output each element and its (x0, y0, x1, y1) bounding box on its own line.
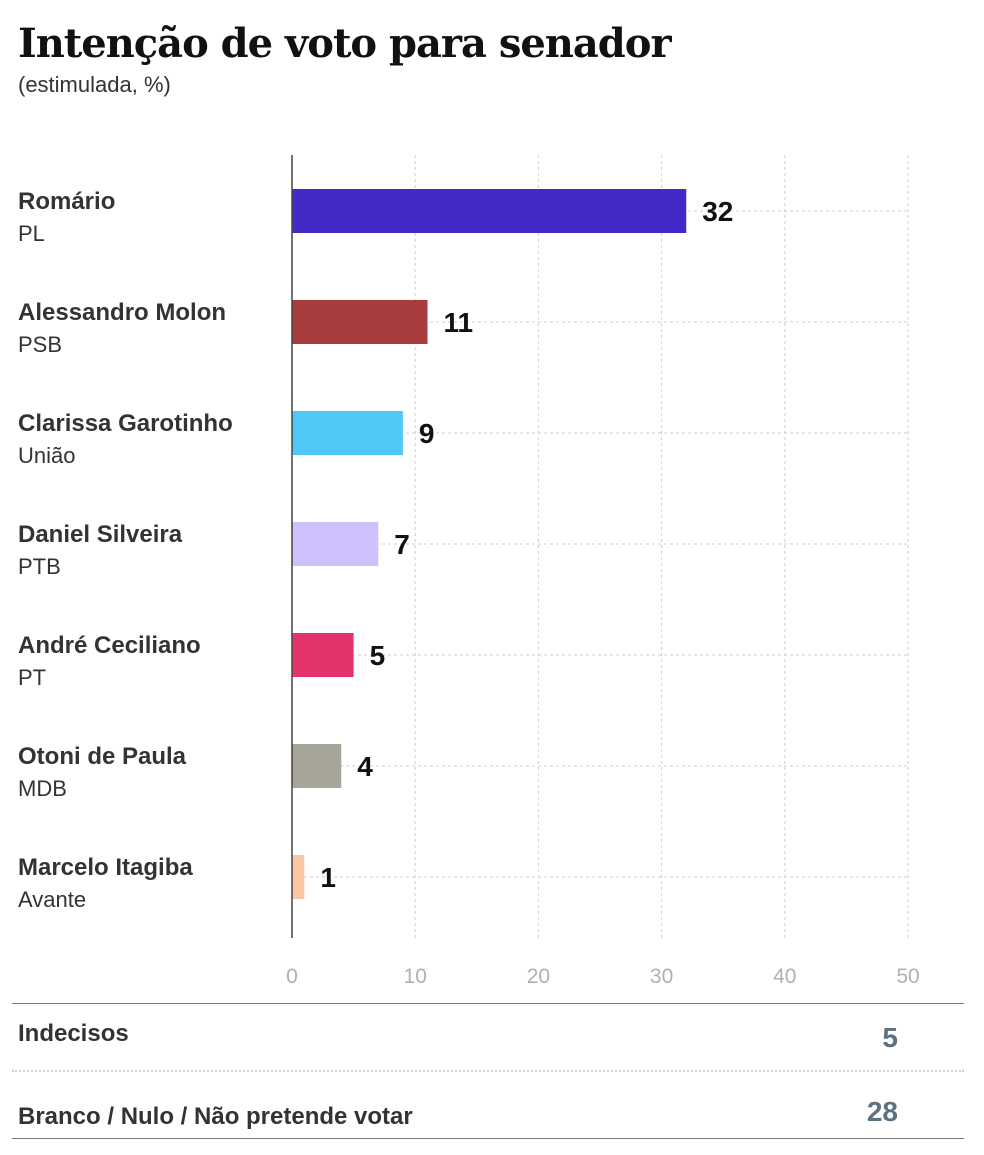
candidate-label: Clarissa Garotinho União (18, 407, 288, 471)
candidate-name: Marcelo Itagiba (18, 854, 193, 881)
candidate-label: Alessandro Molon PSB (18, 296, 288, 360)
candidate-label: Romário PL (18, 185, 288, 249)
footer-row-branco-nulo: Branco / Nulo / Não pretende votar 28 (12, 1072, 964, 1138)
bar (292, 633, 354, 677)
bar-value-label: 4 (357, 751, 373, 782)
footer-label-indecisos: Indecisos (18, 1020, 129, 1047)
bar-chart: 0 10 20 30 40 50 32 11 9 7 5 4 1 (286, 155, 920, 988)
x-tick-label: 50 (896, 965, 919, 988)
bar-value-label: 32 (702, 196, 733, 227)
bar-value-label: 9 (419, 418, 435, 449)
candidate-party: PTB (18, 554, 61, 579)
candidate-label: Daniel Silveira PTB (18, 518, 288, 582)
bar (292, 744, 342, 788)
candidate-party: União (18, 443, 76, 468)
candidate-name: Clarissa Garotinho (18, 410, 233, 437)
x-tick-label: 30 (650, 965, 673, 988)
footer-bottom-rule (12, 1138, 964, 1139)
footer-label-branco-nulo: Branco / Nulo / Não pretende votar (18, 1103, 413, 1130)
footer-top-rule (12, 1003, 964, 1004)
footer-value-indecisos: 5 (882, 1022, 898, 1053)
candidate-name: Alessandro Molon (18, 299, 227, 326)
footer-row-indecisos: Indecisos 5 (12, 1004, 964, 1070)
candidate-label: André Ceciliano PT (18, 629, 288, 693)
x-tick-label: 10 (404, 965, 427, 988)
candidate-label: Otoni de Paula MDB (18, 740, 288, 804)
candidate-name: Otoni de Paula (18, 743, 187, 770)
chart-subtitle: (estimulada, %) (18, 72, 171, 97)
bar (292, 855, 305, 899)
bar (292, 522, 379, 566)
bar (292, 411, 403, 455)
bar-value-label: 1 (320, 862, 336, 893)
candidate-label: Marcelo Itagiba Avante (18, 851, 288, 915)
candidate-name: André Ceciliano (18, 632, 201, 659)
candidate-party: PL (18, 221, 45, 246)
bar-value-label: 5 (370, 640, 386, 671)
candidate-party: Avante (18, 887, 87, 912)
bar (292, 189, 687, 233)
footer-divider (12, 1070, 964, 1072)
candidate-party: MDB (18, 776, 67, 801)
chart-title: Intenção de voto para senador (18, 20, 672, 67)
candidate-party: PSB (18, 332, 63, 357)
x-tick-label: 40 (773, 965, 796, 988)
x-tick-label: 20 (527, 965, 550, 988)
candidate-name: Daniel Silveira (18, 521, 183, 548)
bar (292, 300, 428, 344)
candidate-party: PT (18, 665, 47, 690)
bar-value-label: 11 (444, 307, 474, 338)
candidate-name: Romário (18, 188, 116, 215)
x-tick-label: 0 (286, 965, 298, 988)
footer-value-branco-nulo: 28 (866, 1096, 898, 1127)
bar-value-label: 7 (394, 529, 410, 560)
